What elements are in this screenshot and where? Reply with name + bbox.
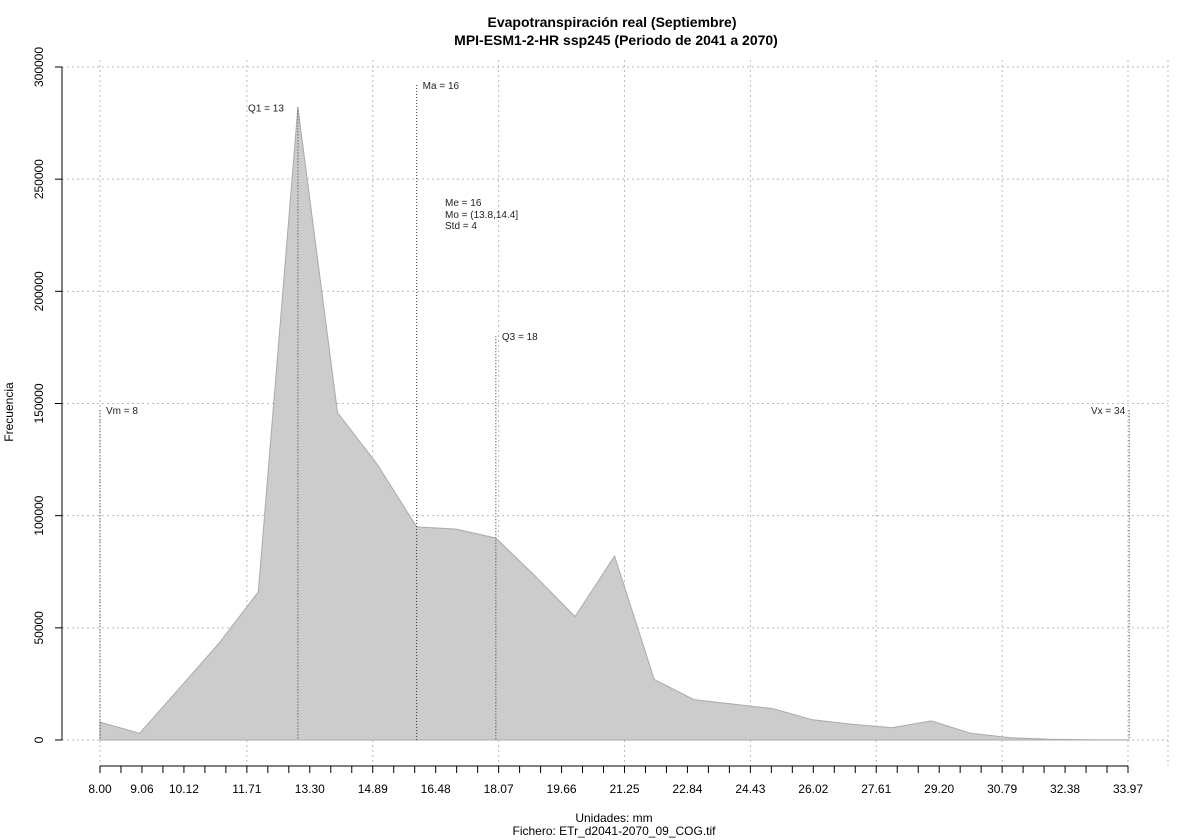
y-tick-label-3: 150000: [32, 383, 46, 423]
x-tick-label-8: 19.66: [547, 782, 577, 796]
x-axis-label: Unidades: mm: [575, 811, 652, 825]
x-tick-label-14: 29.20: [924, 782, 954, 796]
x-tick-label-10: 22.84: [672, 782, 702, 796]
x-tick-label-16: 32.38: [1050, 782, 1080, 796]
marker-label-4: Vx = 34: [1091, 406, 1126, 417]
x-tick-label-0: 8.00: [88, 782, 112, 796]
frequency-area: [99, 107, 1130, 741]
file-caption: Fichero: ETr_d2041-2070_09_COG.tif: [513, 824, 717, 838]
x-tick-label-7: 18.07: [484, 782, 514, 796]
x-tick-label-12: 26.02: [798, 782, 828, 796]
x-tick-label-2: 10.12: [169, 782, 199, 796]
y-tick-label-1: 50000: [32, 611, 46, 645]
x-axis: 8.00 9.06 10.12 11.71 13.30 14.89 16.48 18.07 19…: [88, 765, 1143, 796]
chart-title: Evapotranspiración real (Septiembre): [488, 14, 737, 30]
marker-label-1: Q1 = 13: [248, 103, 284, 114]
marker-label-0: Vm = 8: [106, 406, 138, 417]
y-tick-label-4: 200000: [32, 271, 46, 311]
marker-label-3: Q3 = 18: [502, 332, 538, 343]
marker-label-2: Ma = 16: [423, 81, 460, 92]
stat-mode: Mo = (13.8,14.4]: [445, 210, 518, 221]
marker-lines: Vm = 8 Q1 = 13 Ma = 16 Q3 = 18 Vx = 34: [99, 81, 1130, 740]
x-tick-label-17: 33.97: [1113, 782, 1143, 796]
y-tick-label-6: 300000: [32, 47, 46, 87]
x-tick-label-11: 24.43: [735, 782, 765, 796]
x-tick-label-15: 30.79: [987, 782, 1017, 796]
x-tick-label-5: 14.89: [358, 782, 388, 796]
stat-std: Std = 4: [445, 221, 477, 232]
y-axis: 0 50000 100000 150000 200000 250000 300000: [32, 47, 63, 743]
stat-median: Me = 16: [445, 198, 482, 209]
x-tick-label-4: 13.30: [295, 782, 325, 796]
x-tick-label-9: 21.25: [609, 782, 639, 796]
x-tick-label-3: 11.71: [232, 782, 261, 796]
x-tick-label-13: 27.61: [861, 782, 891, 796]
y-axis-label: Frecuencia: [2, 382, 16, 442]
x-tick-label-6: 16.48: [421, 782, 451, 796]
chart-subtitle: MPI-ESM1-2-HR ssp245 (Periodo de 2041 a …: [454, 32, 778, 48]
x-tick-label-1: 9.06: [130, 782, 154, 796]
stats-block: Me = 16 Mo = (13.8,14.4] Std = 4: [445, 198, 518, 232]
y-tick-label-2: 100000: [32, 495, 46, 535]
y-tick-label-5: 250000: [32, 159, 46, 199]
y-tick-label-0: 0: [32, 736, 46, 743]
area-layer: [99, 107, 1130, 741]
